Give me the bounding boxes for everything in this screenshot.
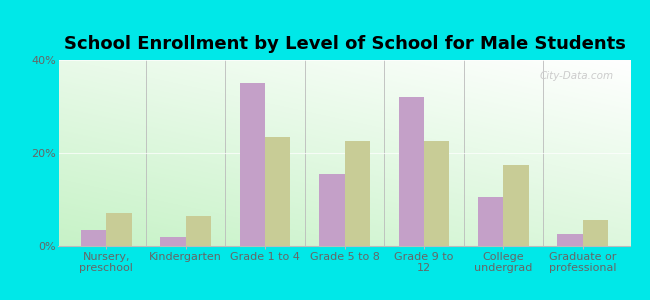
Bar xyxy=(160,237,186,246)
Bar xyxy=(583,220,608,246)
Bar xyxy=(240,83,265,246)
Text: City-Data.com: City-Data.com xyxy=(540,71,614,81)
Bar xyxy=(398,97,424,246)
Bar xyxy=(344,141,370,246)
Bar xyxy=(424,141,449,246)
Bar xyxy=(503,165,529,246)
Bar xyxy=(106,214,131,246)
Title: School Enrollment by Level of School for Male Students: School Enrollment by Level of School for… xyxy=(64,35,625,53)
Bar xyxy=(186,216,211,246)
Bar xyxy=(558,234,583,246)
Bar xyxy=(265,137,291,246)
Bar xyxy=(478,197,503,246)
Bar xyxy=(81,230,106,246)
Bar xyxy=(319,174,344,246)
